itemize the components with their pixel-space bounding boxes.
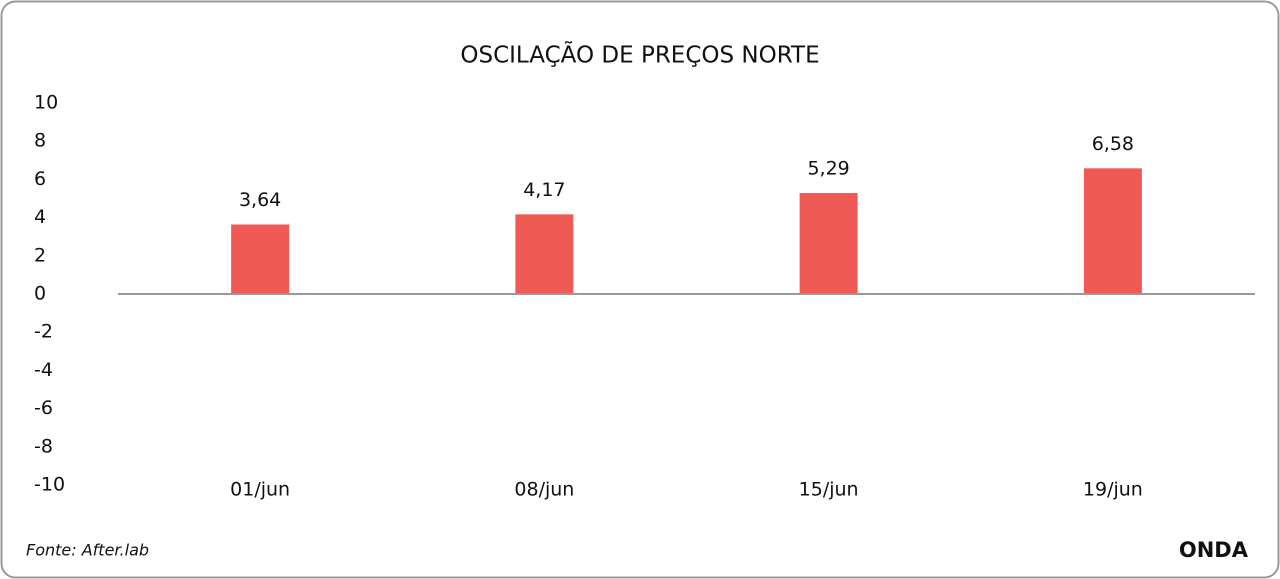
bar <box>1083 168 1142 294</box>
value-label: 3,64 <box>239 189 281 211</box>
y-tick-label: -8 <box>34 435 53 457</box>
y-tick-label: -2 <box>34 321 53 343</box>
source: Fonte: After.lab <box>26 541 149 560</box>
y-tick-label: -4 <box>34 359 53 381</box>
bar <box>799 192 858 294</box>
y-tick-label: 2 <box>34 244 46 266</box>
y-tick-label: 10 <box>34 92 58 114</box>
y-tick-label: 0 <box>34 283 46 305</box>
x-tick-label: 19/jun <box>1083 479 1143 501</box>
bar <box>515 214 574 294</box>
chart-title: OSCILAÇÃO DE PREÇOS NORTE <box>460 41 819 69</box>
x-tick-label: 15/jun <box>799 479 859 501</box>
value-label: 6,58 <box>1092 133 1134 155</box>
value-label: 4,17 <box>523 179 565 201</box>
logo: ONDA <box>1179 538 1249 562</box>
value-label: 5,29 <box>807 157 849 179</box>
y-tick-label: -10 <box>34 474 65 496</box>
y-tick-label: 8 <box>34 130 46 152</box>
y-tick-label: 4 <box>34 206 46 228</box>
y-tick-label: 6 <box>34 168 46 190</box>
x-tick-label: 08/jun <box>514 479 574 501</box>
bar <box>231 224 290 294</box>
y-tick-label: -6 <box>34 397 53 419</box>
x-tick-label: 01/jun <box>230 479 290 501</box>
